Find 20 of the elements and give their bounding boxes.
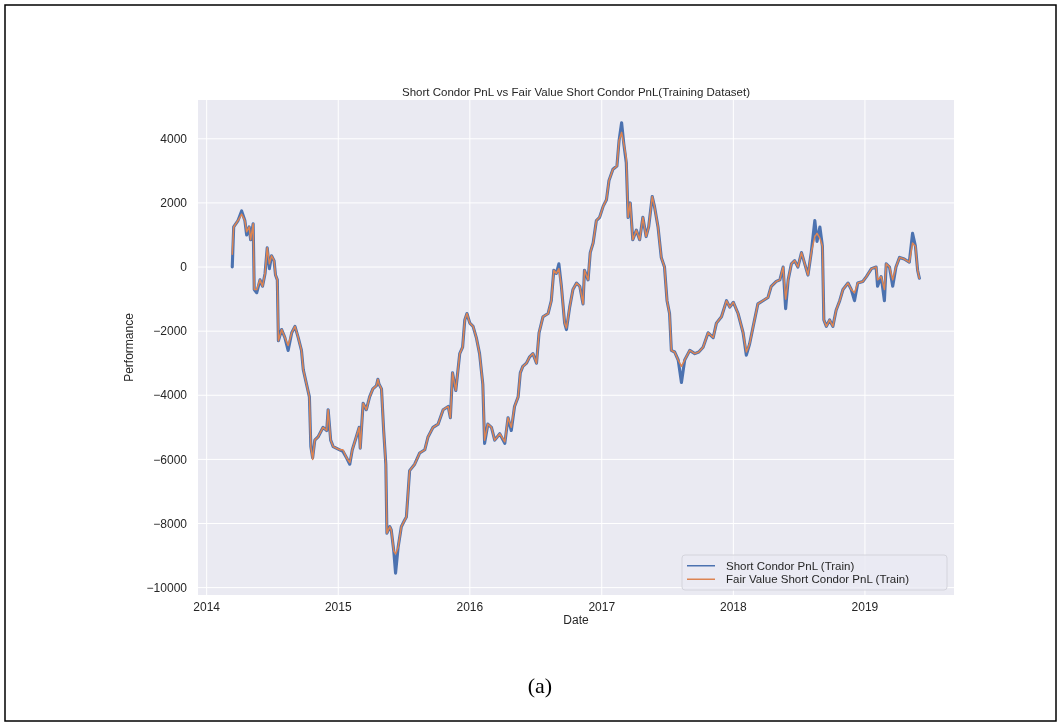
text: (a) bbox=[527, 673, 553, 698]
x-tick-label: 2015 bbox=[324, 600, 352, 614]
legend-label: Short Condor PnL (Train) bbox=[726, 559, 855, 572]
x-tick-label: 2019 bbox=[851, 600, 879, 614]
y-tick-label: 2000 bbox=[160, 196, 188, 211]
y-tick-label: −6000 bbox=[153, 452, 188, 467]
x-axis-title: Date bbox=[563, 613, 589, 627]
legend-label: Fair Value Short Condor PnL (Train) bbox=[726, 573, 910, 586]
chart-title: Short Condor PnL vs Fair Value Short Condor PnL(Training Dataset) bbox=[402, 86, 751, 98]
y-tick-label: −2000 bbox=[153, 324, 188, 339]
x-tick-label: 2016 bbox=[456, 600, 484, 614]
x-tick-label: 2017 bbox=[588, 600, 616, 614]
y-axis-title: Performance bbox=[122, 312, 136, 382]
y-tick-label: −10000 bbox=[146, 580, 188, 595]
x-tick-label: 2018 bbox=[720, 600, 748, 614]
y-tick-label: −4000 bbox=[153, 388, 188, 403]
y-tick-label: −8000 bbox=[153, 516, 188, 531]
y-tick-label: 4000 bbox=[160, 131, 188, 146]
y-tick-label: 0 bbox=[180, 260, 188, 275]
x-tick-label: 2014 bbox=[193, 600, 221, 614]
